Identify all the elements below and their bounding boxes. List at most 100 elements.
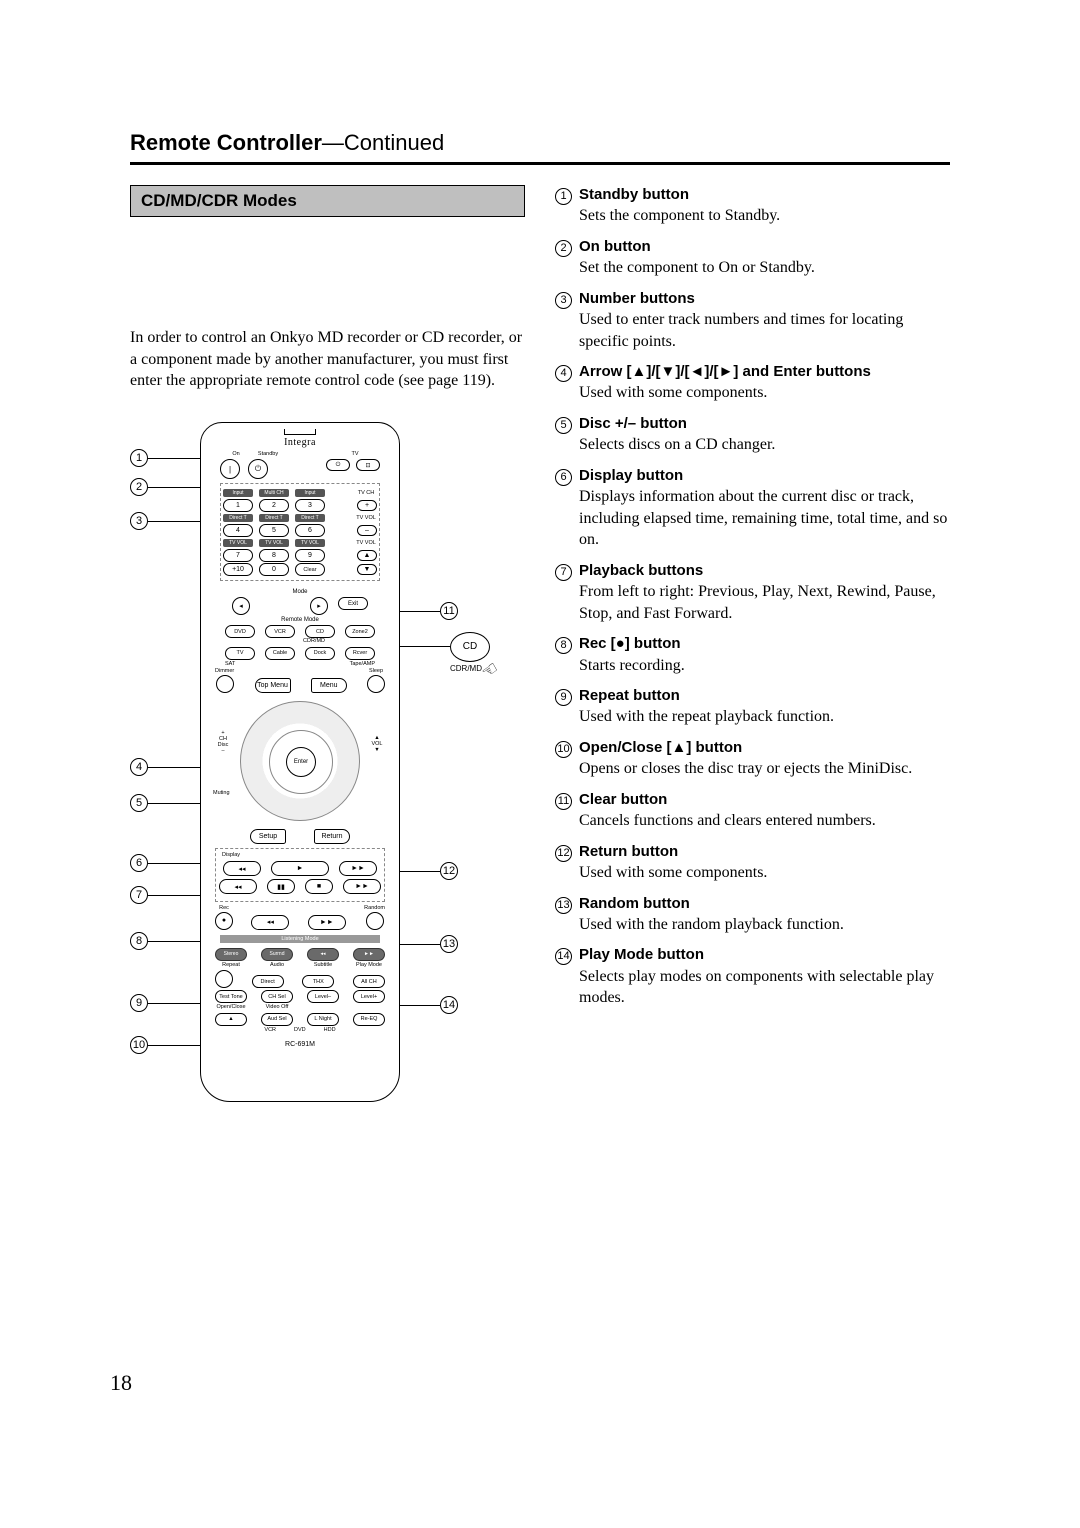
open-close-button[interactable]: ▲ <box>215 1013 247 1026</box>
circled-number: 5 <box>555 417 572 434</box>
on-button[interactable]: | <box>220 459 240 479</box>
side-button[interactable]: ▼ <box>357 564 377 575</box>
enter-button[interactable]: Enter <box>286 747 316 777</box>
number-button-9[interactable]: 9 <box>295 549 325 562</box>
definition-desc: Sets the component to Standby. <box>579 205 950 227</box>
tv-input-button[interactable]: ⊡ <box>356 459 380 471</box>
mode-vcr-button[interactable]: VCR <box>265 625 295 638</box>
definition-number: 4 <box>555 362 579 404</box>
side-button[interactable]: + <box>357 500 377 511</box>
side-button[interactable]: ▲ <box>357 550 377 561</box>
lead-line <box>148 941 203 942</box>
stop-button[interactable]: ■ <box>305 879 333 894</box>
mode-zone2-button[interactable]: Zone2 <box>345 625 375 638</box>
definition-desc: Used to enter track numbers and times fo… <box>579 309 950 352</box>
rec-label: Rec <box>219 906 229 912</box>
aud-sel-button[interactable]: Aud Sel <box>261 1013 293 1026</box>
input-label: Multi CH <box>259 489 289 497</box>
mode-exit-button[interactable]: Exit <box>338 597 368 610</box>
dimmer-label: Dimmer <box>215 669 234 675</box>
menu-button[interactable]: Menu <box>311 678 347 693</box>
play-button[interactable]: ► <box>271 861 329 876</box>
mode-dock-button[interactable]: Dock <box>305 647 335 660</box>
ch-disc-label: + CH Disc – <box>211 730 235 754</box>
ch-sel-button[interactable]: CH Sel <box>261 990 293 1003</box>
number-button-8[interactable]: 8 <box>259 549 289 562</box>
random-button[interactable] <box>366 912 384 930</box>
tv-power-button[interactable]: ⏻ <box>326 459 350 471</box>
definition-desc: Displays information about the current d… <box>579 486 950 551</box>
callout-11: 11 <box>440 602 458 620</box>
mode-tv-button[interactable]: TV <box>225 647 255 660</box>
pause-button[interactable]: ▮▮ <box>267 879 295 894</box>
l-night-button[interactable]: L Night <box>307 1013 339 1026</box>
number-button-0[interactable]: 0 <box>259 563 289 576</box>
definition-item: 12Return buttonUsed with some components… <box>555 842 950 884</box>
lm-button[interactable]: Stereo <box>215 948 247 961</box>
btn-label: Repeat <box>215 963 247 969</box>
ff-button[interactable]: ►► <box>343 879 381 894</box>
title-rule <box>130 162 950 165</box>
number-button-+10[interactable]: +10 <box>223 563 253 576</box>
rec-extra1-button[interactable]: ◂◂ <box>251 915 289 930</box>
mode-next-button[interactable]: ▸ <box>310 597 328 615</box>
number-button-5[interactable]: 5 <box>259 524 289 537</box>
prev-button[interactable]: ◂◂ <box>223 861 261 876</box>
clear-button[interactable]: Clear <box>295 563 325 576</box>
definition-number: 7 <box>555 561 579 624</box>
definition-title: Play Mode button <box>579 945 950 965</box>
play-mode-button[interactable]: All CH <box>353 975 385 988</box>
mode-rcver-button[interactable]: Rcver <box>345 647 375 660</box>
next-button[interactable]: ►► <box>339 861 377 876</box>
rewind-button[interactable]: ◂◂ <box>219 879 257 894</box>
lm-button[interactable]: ◂◂ <box>307 948 339 961</box>
Direct-button[interactable]: Direct <box>252 975 284 988</box>
definition-body: Rec [●] buttonStarts recording. <box>579 634 950 676</box>
callout-12: 12 <box>440 862 458 880</box>
number-button-7[interactable]: 7 <box>223 549 253 562</box>
muting-label: Muting <box>213 790 230 796</box>
circled-number: 2 <box>555 240 572 257</box>
rec-button[interactable]: ● <box>215 912 233 930</box>
level–-button[interactable]: Level– <box>307 990 339 1003</box>
side-button[interactable]: – <box>357 525 377 536</box>
definitions-list: 1Standby buttonSets the component to Sta… <box>555 185 950 1009</box>
repeat-button[interactable] <box>215 970 233 988</box>
mode-cable-button[interactable]: Cable <box>265 647 295 660</box>
setup-button[interactable]: Setup <box>250 829 286 844</box>
input-label: Direct T <box>295 514 325 522</box>
sleep-label: Sleep <box>369 669 383 675</box>
standby-button[interactable]: ⏻ <box>248 459 268 479</box>
level+-button[interactable]: Level+ <box>353 990 385 1003</box>
callout-10: 10 <box>130 1036 148 1054</box>
number-button-6[interactable]: 6 <box>295 524 325 537</box>
definition-item: 3Number buttonsUsed to enter track numbe… <box>555 289 950 352</box>
THX-button[interactable]: THX <box>302 975 334 988</box>
circled-number: 12 <box>555 845 572 862</box>
number-button-4[interactable]: 4 <box>223 524 253 537</box>
lm-button[interactable]: Surrnd <box>261 948 293 961</box>
nav-wheel[interactable]: Enter <box>240 701 360 821</box>
rec-extra2-button[interactable]: ►► <box>308 915 346 930</box>
test-tone-button[interactable]: Test Tone <box>215 990 247 1003</box>
mode-prev-button[interactable]: ◂ <box>232 597 250 615</box>
circled-number: 7 <box>555 564 572 581</box>
mode-dvd-button[interactable]: DVD <box>225 625 255 638</box>
definition-desc: Used with some components. <box>579 382 950 404</box>
return-button[interactable]: Return <box>314 829 350 844</box>
dimmer-button[interactable] <box>216 675 234 693</box>
sleep-button[interactable] <box>367 675 385 693</box>
re-eq-button[interactable]: Re-EQ <box>353 1013 385 1026</box>
definition-title: Standby button <box>579 185 950 205</box>
mode-cd-button[interactable]: CD <box>305 625 335 638</box>
dvd-sub: DVD <box>294 1028 306 1034</box>
hdd-sub: HDD <box>324 1028 336 1034</box>
number-button-3[interactable]: 3 <box>295 499 325 512</box>
number-button-1[interactable]: 1 <box>223 499 253 512</box>
lm-button[interactable]: ►► <box>353 948 385 961</box>
top-menu-button[interactable]: Top Menu <box>255 678 291 693</box>
mode-label: Mode <box>215 589 385 595</box>
intro-paragraph: In order to control an Onkyo MD recorder… <box>130 327 525 392</box>
definition-title: Number buttons <box>579 289 950 309</box>
number-button-2[interactable]: 2 <box>259 499 289 512</box>
